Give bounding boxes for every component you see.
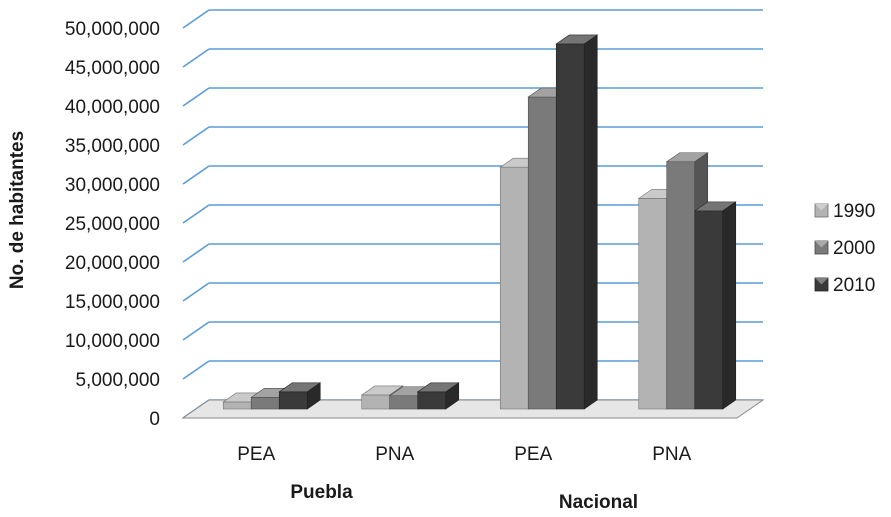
bar-front [418, 392, 446, 409]
bar-front [667, 162, 695, 409]
y-tick-label: 40,000,000 [65, 97, 160, 118]
bar-front [390, 396, 418, 409]
chart-legend: 1990 2000 2010 [815, 201, 875, 296]
x-axis-categories: PEA PNA PEA PNA [237, 444, 691, 465]
gridline-side [183, 361, 209, 379]
bar-side [584, 35, 597, 409]
gridline-side [183, 244, 209, 262]
gridline-side [183, 283, 209, 301]
y-tick-label: 25,000,000 [65, 214, 160, 235]
y-tick-label: 10,000,000 [65, 331, 160, 352]
y-tick-label: 20,000,000 [65, 253, 160, 274]
bar-front [251, 397, 279, 409]
gridline-side [183, 127, 209, 145]
y-tick-label: 5,000,000 [75, 370, 160, 391]
legend-label: 1990 [833, 201, 875, 222]
x-tick-label: PEA [514, 444, 552, 465]
bar-side [723, 202, 736, 409]
legend-item-2010: 2010 [815, 275, 875, 296]
x-tick-label: PEA [237, 444, 275, 465]
y-tick-label: 50,000,000 [65, 19, 160, 40]
x-tick-label: PNA [652, 444, 691, 465]
y-tick-label: 30,000,000 [65, 175, 160, 196]
bar-front [223, 402, 251, 409]
gridline-side [183, 49, 209, 67]
x-group-label: Puebla [290, 482, 353, 503]
legend-label: 2000 [833, 238, 875, 259]
y-axis-label: No. de habitantes [7, 131, 28, 289]
x-tick-label: PNA [375, 444, 414, 465]
legend-label: 2010 [833, 275, 875, 296]
bar-front [528, 97, 556, 409]
legend-item-1990: 1990 [815, 201, 875, 222]
bar-front [500, 167, 528, 409]
gridline-side [183, 166, 209, 184]
bar-front [362, 395, 390, 409]
x-axis-groups: Puebla Nacional [290, 482, 638, 513]
y-tick-label: 45,000,000 [65, 58, 160, 79]
y-tick-label: 0 [149, 409, 160, 430]
bar-2010-PEA-2 [556, 35, 597, 409]
gridline-side [183, 322, 209, 340]
legend-item-2000: 2000 [815, 238, 875, 259]
gridline-side [183, 88, 209, 106]
bar-front [556, 44, 584, 409]
chart-bars [223, 35, 736, 409]
bar-front [695, 211, 723, 409]
y-tick-label: 35,000,000 [65, 136, 160, 157]
x-group-label: Nacional [559, 492, 638, 513]
bar-front [279, 392, 307, 409]
y-axis-ticks: 0 5,000,000 10,000,000 15,000,000 20,000,000… [65, 19, 160, 430]
gridline-side [183, 205, 209, 223]
bar-front [639, 198, 667, 409]
bar-2010-PNA-3 [695, 202, 736, 409]
gridline-side [183, 10, 209, 28]
y-tick-label: 15,000,000 [65, 292, 160, 313]
